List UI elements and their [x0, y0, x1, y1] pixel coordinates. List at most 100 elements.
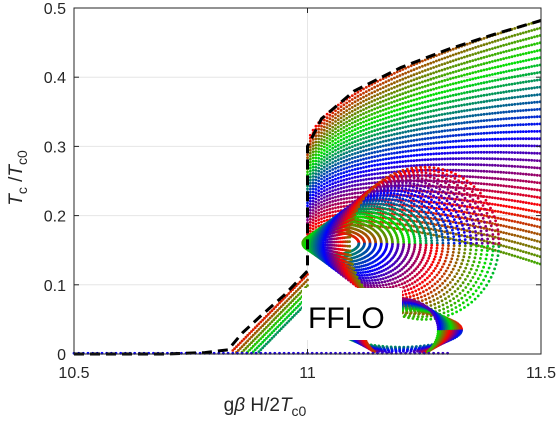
data-point: [432, 60, 435, 64]
data-point: [535, 64, 539, 67]
data-point: [437, 201, 441, 205]
data-point: [342, 171, 346, 175]
data-point: [362, 116, 365, 120]
data-point: [521, 109, 525, 112]
data-point: [429, 125, 433, 129]
data-point: [446, 146, 449, 149]
data-point: [499, 144, 503, 148]
data-point: [505, 198, 508, 202]
data-point: [432, 163, 435, 167]
data-point: [373, 94, 377, 98]
data-point: [408, 273, 412, 276]
data-point: [446, 276, 449, 280]
data-point: [424, 181, 427, 185]
data-point: [435, 218, 438, 222]
data-point: [370, 125, 374, 129]
data-point: [496, 32, 500, 36]
data-point: [516, 33, 520, 36]
data-point: [516, 227, 520, 231]
data-point: [485, 157, 489, 161]
data-point: [350, 168, 354, 172]
data-point: [402, 243, 406, 247]
data-point: [345, 143, 349, 147]
data-point: [496, 164, 500, 167]
data-point: [449, 77, 452, 81]
data-point: [394, 217, 398, 221]
data-point: [471, 187, 475, 191]
data-point: [510, 137, 514, 141]
data-point: [491, 176, 494, 180]
data-point: [423, 121, 427, 125]
data-point: [516, 186, 520, 189]
data-point: [496, 65, 500, 69]
data-point: [311, 227, 315, 231]
data-point: [435, 81, 438, 85]
data-point: [353, 191, 357, 195]
data-point: [463, 163, 466, 166]
data-point: [384, 80, 388, 84]
data-point: [345, 193, 349, 197]
data-point: [370, 108, 374, 112]
data-point: [421, 195, 424, 198]
data-point: [403, 190, 407, 194]
data-point: [516, 40, 520, 43]
data-point: [527, 144, 531, 148]
data-point: [524, 144, 528, 148]
data-point: [502, 157, 505, 161]
data-point: [374, 211, 378, 215]
data-point: [322, 125, 326, 129]
data-point: [393, 147, 396, 150]
data-point: [413, 193, 417, 197]
data-point: [535, 93, 539, 97]
data-point: [449, 83, 452, 86]
data-point: [401, 155, 405, 159]
data-point: [530, 187, 534, 191]
data-point: [339, 157, 343, 161]
data-point: [405, 203, 409, 207]
data-point: [328, 120, 332, 124]
data-point: [336, 118, 340, 122]
data-point: [328, 159, 332, 162]
data-point: [322, 175, 326, 179]
data-point: [334, 163, 337, 167]
data-point: [308, 229, 312, 233]
data-point: [395, 84, 399, 88]
data-point: [384, 112, 388, 115]
data-point: [427, 186, 430, 190]
data-point: [524, 236, 528, 240]
data-point: [533, 173, 536, 177]
data-point: [314, 213, 318, 217]
data-point: [519, 228, 522, 232]
data-point: [421, 148, 424, 151]
data-point: [370, 113, 374, 116]
data-point: [381, 108, 385, 112]
data-point: [438, 284, 442, 288]
data-point: [468, 126, 472, 130]
data-point: [393, 71, 396, 75]
data-point: [407, 139, 410, 143]
data-point: [348, 142, 351, 146]
data-point: [370, 121, 374, 125]
data-point: [449, 117, 452, 121]
data-point: [449, 163, 452, 166]
data-point: [407, 219, 410, 222]
data-point: [505, 83, 508, 87]
data-point: [381, 171, 385, 175]
data-point: [507, 110, 511, 114]
data-point: [325, 150, 329, 154]
data-point: [364, 169, 368, 173]
data-point: [367, 109, 371, 113]
data-point: [530, 158, 534, 162]
data-point: [404, 101, 407, 104]
data-point: [533, 209, 536, 213]
data-point: [516, 81, 520, 85]
data-point: [443, 90, 447, 93]
data-point: [482, 125, 486, 129]
data-point: [507, 130, 511, 134]
data-point: [320, 171, 323, 174]
data-point: [505, 184, 508, 188]
data-point: [387, 106, 391, 110]
data-point: [408, 181, 412, 185]
data-point: [446, 157, 449, 161]
data-point: [361, 271, 365, 274]
